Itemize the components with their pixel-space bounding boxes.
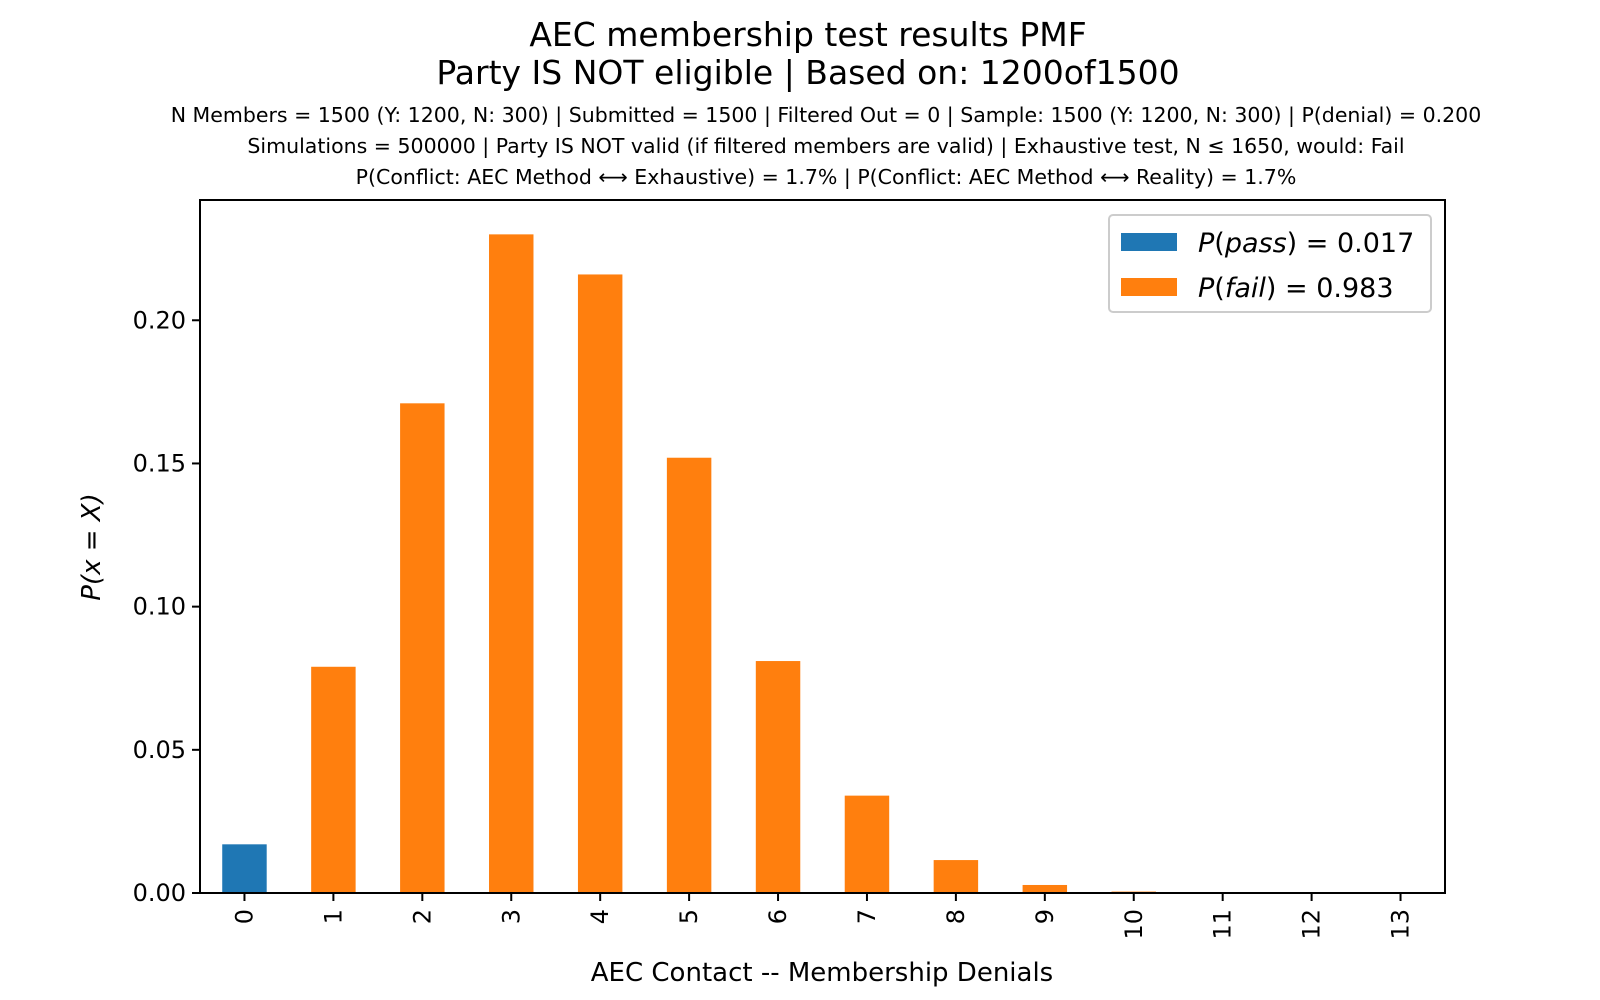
bar-6	[755, 661, 801, 893]
x-tick-label: 5	[675, 909, 703, 924]
legend: P(pass) = 0.017 P(fail) = 0.983	[1108, 214, 1432, 313]
y-axis-label: P(x = X)	[77, 493, 107, 600]
x-tick-label: 13	[1387, 909, 1415, 940]
legend-label-fail: P(fail) = 0.983	[1198, 273, 1394, 304]
legend-swatch-fail	[1121, 278, 1177, 296]
x-tick-label: 0	[230, 909, 258, 924]
bar-3	[489, 234, 534, 893]
plot-frame	[199, 199, 1446, 894]
x-tick-label: 12	[1298, 909, 1326, 940]
bar-9	[1022, 884, 1068, 893]
y-tick-label: 0.15	[133, 449, 186, 477]
y-ticks: 0.00 0.05 0.10 0.15 0.20	[133, 306, 200, 907]
x-axis-label: AEC Contact -- Membership Denials	[591, 958, 1053, 988]
x-tick-label: 11	[1209, 909, 1237, 940]
x-tick-label: 3	[497, 909, 525, 924]
x-tick-label: 9	[1031, 909, 1059, 924]
x-ticks: 0 1 2 3 4 5 6 7 8 9 10 11 12 13	[230, 893, 1415, 940]
x-tick-label: 4	[586, 909, 614, 924]
legend-box	[1108, 214, 1432, 313]
bar-0	[222, 844, 267, 893]
x-tick-label: 1	[319, 909, 347, 924]
y-tick-label: 0.05	[133, 736, 186, 764]
legend-label-pass: P(pass) = 0.017	[1198, 228, 1414, 259]
bar-7	[844, 795, 890, 893]
chart-subtitle: Party IS NOT eligible | Based on: 1200of…	[436, 53, 1179, 92]
info-line-1: N Members = 1500 (Y: 1200, N: 300) | Sub…	[171, 103, 1482, 128]
bar-5	[666, 457, 712, 893]
bar-4	[577, 274, 623, 893]
info-line-2: Simulations = 500000 | Party IS NOT vali…	[247, 134, 1404, 159]
chart-title: AEC membership test results PMF	[529, 15, 1086, 54]
bar-1	[311, 666, 356, 893]
info-line-3: P(Conflict: AEC Method ⟷ Exhaustive) = 1…	[356, 165, 1297, 190]
bar-2	[400, 403, 445, 893]
legend-swatch-pass	[1121, 233, 1177, 251]
bar-8	[933, 860, 979, 893]
y-tick-label: 0.00	[133, 879, 186, 907]
x-tick-label: 6	[764, 909, 792, 924]
x-tick-label: 2	[408, 909, 436, 924]
x-tick-label: 7	[853, 909, 881, 924]
x-tick-label: 8	[942, 909, 970, 924]
bars	[222, 234, 1245, 893]
y-tick-label: 0.10	[133, 593, 186, 621]
y-tick-label: 0.20	[133, 306, 186, 334]
x-tick-label: 10	[1120, 909, 1148, 940]
